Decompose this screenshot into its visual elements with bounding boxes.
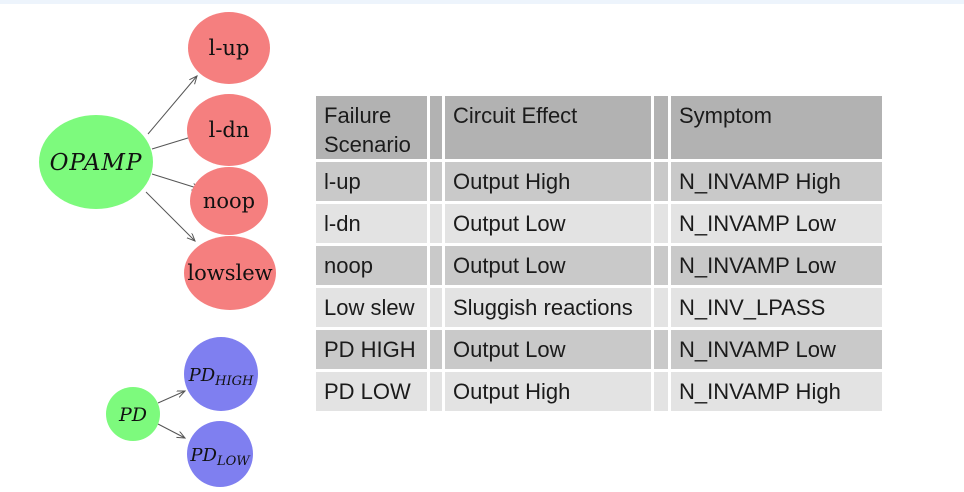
cell-effect: Output Low xyxy=(442,243,654,289)
edge-opamp-lup xyxy=(147,76,197,135)
node-opamp xyxy=(39,115,153,209)
node-lowslew-label: lowslew xyxy=(187,261,272,285)
pd-tree: PD PDHIGH PDLOW xyxy=(106,337,258,487)
node-pd-high xyxy=(184,337,258,411)
spacer-cell xyxy=(651,285,671,331)
cell-scenario: l-dn xyxy=(313,201,430,247)
cell-scenario: l-up xyxy=(313,159,430,205)
cell-scenario: noop xyxy=(313,243,430,289)
col-header-symptom: Symptom xyxy=(668,92,885,163)
node-l-dn-label: l-dn xyxy=(209,118,250,142)
edge-opamp-noop xyxy=(151,173,200,189)
node-noop-label: noop xyxy=(203,189,255,213)
pd-low-subscript: LOW xyxy=(216,454,251,469)
cell-scenario: PD HIGH xyxy=(313,327,430,373)
spacer-cell xyxy=(427,327,445,373)
cell-symptom: N_INV_LPASS xyxy=(668,285,885,331)
cell-symptom: N_INVAMP High xyxy=(668,369,885,415)
edge-pd-pdlow xyxy=(157,423,185,438)
table-row: PD HIGH Output Low N_INVAMP Low xyxy=(313,327,885,373)
opamp-tree: OPAMP l-up l-dn noop lowslew xyxy=(39,12,276,310)
spacer-cell xyxy=(651,92,671,163)
node-noop xyxy=(190,167,268,235)
node-pd xyxy=(106,387,160,441)
spacer-cell xyxy=(427,285,445,331)
cell-symptom: N_INVAMP Low xyxy=(668,201,885,247)
spacer-cell xyxy=(427,201,445,247)
spacer-cell xyxy=(651,243,671,289)
node-pd-high-label: PDHIGH xyxy=(188,365,254,389)
node-pd-low xyxy=(187,421,253,487)
node-pd-label: PD xyxy=(118,404,147,426)
top-accent-bar xyxy=(0,0,964,4)
cell-effect: Sluggish reactions xyxy=(442,285,654,331)
cell-symptom: N_INVAMP Low xyxy=(668,327,885,373)
node-l-dn xyxy=(187,94,271,166)
spacer-cell xyxy=(651,327,671,373)
spacer-cell xyxy=(427,159,445,205)
cell-effect: Output Low xyxy=(442,327,654,373)
pd-low-main-text: PD xyxy=(189,445,217,466)
node-l-up-label: l-up xyxy=(209,36,250,60)
table-row: l-up Output High N_INVAMP High xyxy=(313,159,885,205)
cell-effect: Output Low xyxy=(442,201,654,247)
spacer-cell xyxy=(651,159,671,205)
spacer-cell xyxy=(651,201,671,247)
cell-effect: Output High xyxy=(442,369,654,415)
table-header-row: Failure Scenario Circuit Effect Symptom xyxy=(313,92,885,163)
table-row: PD LOW Output High N_INVAMP High xyxy=(313,369,885,415)
spacer-cell xyxy=(427,369,445,415)
node-l-up xyxy=(188,12,270,84)
edge-pd-pdhigh xyxy=(157,391,185,404)
pd-high-main-text: PD xyxy=(188,365,216,386)
col-header-failure-scenario: Failure Scenario xyxy=(313,92,430,163)
table-row: l-dn Output Low N_INVAMP Low xyxy=(313,201,885,247)
col-header-circuit-effect: Circuit Effect xyxy=(442,92,654,163)
table-row: noop Output Low N_INVAMP Low xyxy=(313,243,885,289)
spacer-cell xyxy=(651,369,671,415)
spacer-cell xyxy=(427,92,445,163)
cell-scenario: Low slew xyxy=(313,285,430,331)
node-lowslew xyxy=(184,236,276,310)
edge-opamp-lowslew xyxy=(145,191,195,241)
cell-symptom: N_INVAMP Low xyxy=(668,243,885,289)
failure-scenario-table: Failure Scenario Circuit Effect Symptom … xyxy=(313,92,885,415)
table-row: Low slew Sluggish reactions N_INV_LPASS xyxy=(313,285,885,331)
cell-scenario: PD LOW xyxy=(313,369,430,415)
cell-effect: Output High xyxy=(442,159,654,205)
pd-high-subscript: HIGH xyxy=(214,374,254,389)
node-pd-low-label: PDLOW xyxy=(189,445,251,469)
spacer-cell xyxy=(427,243,445,289)
cell-symptom: N_INVAMP High xyxy=(668,159,885,205)
fault-tree-diagram: OPAMP l-up l-dn noop lowslew PD PDHIGH P… xyxy=(39,12,276,487)
node-opamp-label: OPAMP xyxy=(50,150,143,176)
